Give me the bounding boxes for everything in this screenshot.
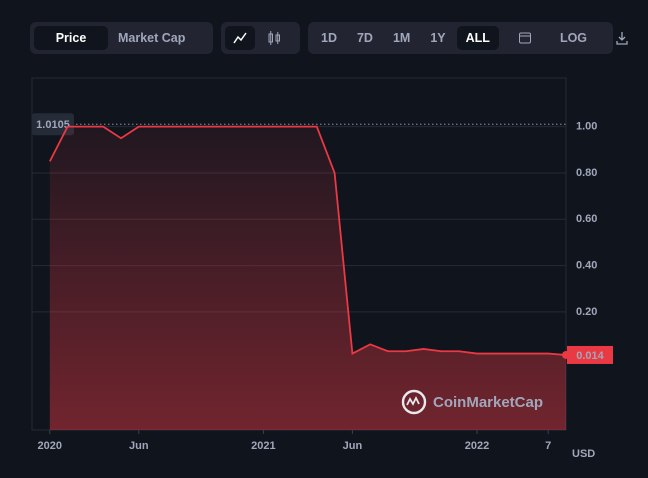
line-style-button[interactable]: [225, 26, 255, 50]
currency-label: USD: [572, 448, 596, 460]
y-tick-label: 0.60: [576, 213, 597, 225]
range-group: 1D 7D 1M 1Y ALL LOG: [308, 22, 628, 54]
range-button[interactable]: 1D: [321, 31, 337, 45]
reference-label-box: [32, 113, 74, 136]
range-button[interactable]: ALL: [456, 26, 499, 50]
y-tick-label: 0.40: [576, 259, 597, 271]
watermark: [401, 389, 427, 415]
calendar-button[interactable]: [509, 26, 541, 50]
last-value-label: 0.014: [576, 350, 604, 362]
candle-style-button[interactable]: [257, 26, 291, 50]
chart-style-group: [221, 22, 300, 54]
x-tick-label: 7: [545, 440, 551, 452]
y-tick-label: 0.20: [576, 306, 597, 318]
x-tick-label: Jun: [129, 440, 149, 452]
price-line: [48, 125, 567, 356]
range-button[interactable]: 1M: [392, 31, 411, 45]
watermark-text: CoinMarketCap: [433, 394, 543, 411]
x-tick-label: 2020: [38, 440, 62, 452]
x-tick-label: 2022: [465, 440, 489, 452]
range-button[interactable]: 1Y: [430, 31, 446, 45]
tab[interactable]: Price: [34, 26, 108, 50]
y-tick-label: 0.80: [576, 167, 597, 179]
log-button[interactable]: LOG: [559, 31, 588, 45]
tab[interactable]: Market Cap: [118, 31, 186, 45]
area: [49, 126, 567, 430]
range-button[interactable]: 7D: [356, 31, 373, 45]
y-tick-label: 1.00: [576, 121, 597, 133]
reference-label: 1.0105: [36, 119, 70, 131]
x-tick-label: Jun: [343, 440, 363, 452]
download-button[interactable]: [606, 26, 638, 50]
tab-group: Price Market Cap: [30, 22, 213, 54]
last-value-box: [567, 345, 613, 364]
x-tick-label: 2021: [251, 440, 275, 452]
